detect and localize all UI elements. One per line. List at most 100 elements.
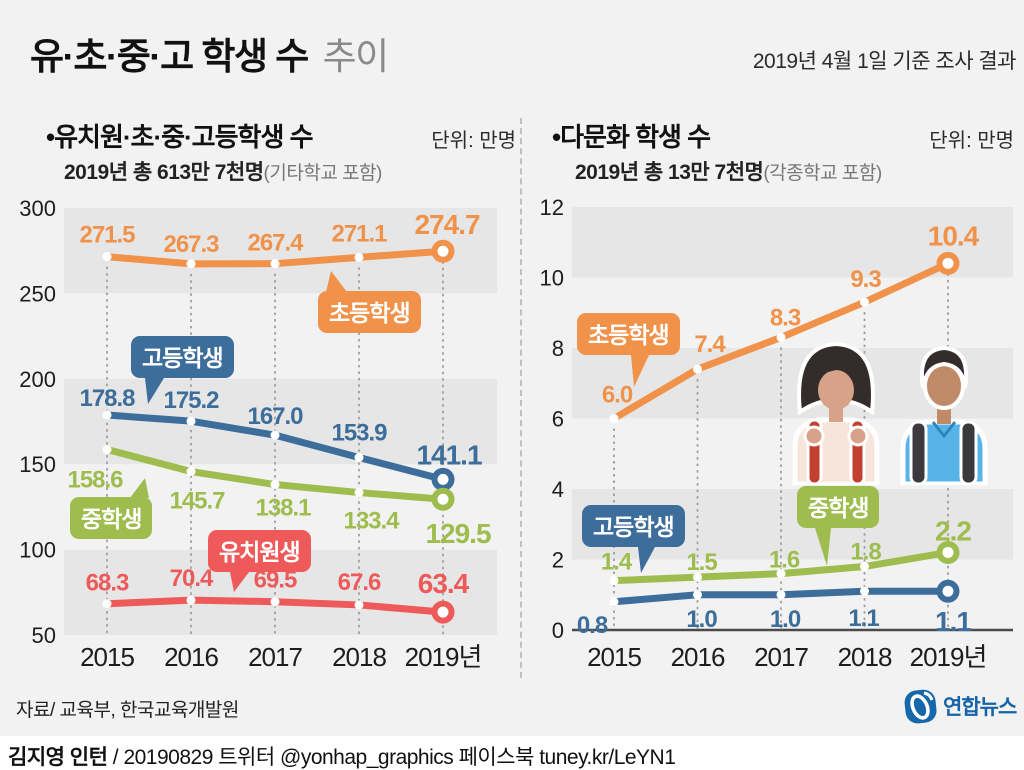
data-point-elementary (860, 297, 869, 307)
data-point-high-school (609, 597, 619, 607)
data-point-elementary-final (936, 251, 960, 275)
y-axis-tick-label: 10 (540, 266, 564, 291)
students-illustration (783, 338, 995, 490)
value-label-middle-school: 1.5 (686, 549, 717, 576)
left-total-paren: (기타학교 포함) (263, 163, 383, 184)
bubble-pointer (815, 528, 831, 566)
bullet-icon: • (552, 122, 561, 152)
yonhap-logo: 연합뉴스 (903, 688, 1017, 724)
series-label-bubble-elementary-left: 초등학생 (318, 271, 421, 333)
value-label-kindergarten: 68.3 (86, 570, 129, 597)
data-point-high-school (693, 590, 702, 600)
right-total-main: 2019년 총 13만 7천명 (575, 161, 764, 184)
credit-details: / 20190829 트위터 @yonhap_graphics 페이스북 tun… (107, 746, 676, 769)
data-point-middle-school-final (936, 540, 960, 564)
page-title: 유·초·중·고 학생 수 추이 (30, 26, 389, 80)
panel-divider (520, 118, 522, 678)
y-axis-tick-label: 4 (552, 477, 564, 502)
x-axis-tick-label: 2015 (80, 642, 134, 672)
data-point-high-school-final (936, 579, 960, 603)
y-axis-tick-label: 6 (552, 407, 564, 432)
x-axis-tick-label: 2016 (671, 642, 725, 672)
x-axis-tick-label: 2018 (838, 642, 892, 672)
data-point-elementary-final (431, 239, 455, 263)
value-label-middle-school: 1.8 (850, 539, 881, 566)
value-label-elementary: 7.4 (694, 331, 726, 358)
data-point-middle-school (776, 569, 786, 579)
value-label-high-school: 178.8 (79, 385, 135, 412)
value-label-elementary: 267.3 (163, 231, 219, 258)
data-point-high-school (186, 416, 196, 426)
right-total-note: 2019년 총 13만 7천명(각종학교 포함) (575, 156, 882, 186)
x-axis-tick-label: 2017 (754, 642, 808, 672)
left-unit-label: 단위: 만명 (431, 130, 516, 152)
data-point-kindergarten-final (431, 600, 455, 624)
x-axis-tick-label: 2017 (248, 642, 302, 672)
data-point-middle-school (609, 576, 619, 586)
data-point-elementary (186, 259, 196, 269)
y-axis-tick-label: 50 (32, 623, 56, 648)
data-point-high-school (860, 586, 869, 596)
bubble-pointer (631, 355, 649, 387)
credit-line: 김지영 인턴 / 20190829 트위터 @yonhap_graphics 페… (8, 741, 676, 770)
data-point-high-school (270, 430, 280, 440)
bubble-pointer (145, 378, 164, 404)
data-point-high-school-final (431, 467, 455, 491)
data-point-high-school (354, 453, 364, 463)
value-label-elementary: 274.7 (414, 209, 479, 240)
value-label-high-school: 0.8 (577, 612, 608, 639)
data-point-elementary (354, 252, 364, 262)
value-label-high-school: 1.0 (770, 606, 801, 633)
value-label-middle-school: 1.6 (769, 547, 800, 574)
girl-student-illustration (792, 341, 880, 487)
value-label-high-school: 153.9 (331, 420, 387, 447)
series-label-bubble-middleschool-left: 중학생 (70, 478, 153, 539)
data-point-kindergarten (102, 599, 112, 609)
value-label-middle-school: 133.4 (343, 508, 400, 535)
value-label-middle-school: 2.2 (935, 515, 971, 546)
series-label-bubble-middleschool-right: 중학생 (797, 486, 880, 566)
y-axis-tick-label: 150 (19, 452, 56, 477)
bullet-icon: • (46, 122, 55, 152)
data-point-middle-school-final (431, 487, 455, 511)
value-label-middle-school: 145.7 (169, 488, 225, 515)
series-label-bubble-elementary-right: 초등학생 (577, 313, 680, 387)
y-axis-tick-label: 250 (19, 281, 56, 306)
value-label-high-school: 141.1 (416, 439, 481, 470)
y-axis-tick-label: 0 (552, 618, 564, 643)
data-point-middle-school (693, 572, 702, 582)
value-label-high-school: 1.1 (935, 606, 971, 637)
value-label-elementary: 10.4 (928, 220, 980, 251)
survey-date-note: 2019년 4월 1일 기준 조사 결과 (752, 50, 1017, 73)
right-total-paren: (각종학교 포함) (763, 163, 882, 184)
left-total-note: 2019년 총 613만 7천명(기타학교 포함) (64, 156, 382, 186)
value-label-high-school: 167.0 (247, 403, 303, 430)
right-unit-label: 단위: 만명 (929, 130, 1014, 152)
value-label-middle-school: 158.6 (67, 467, 123, 494)
yonhap-logo-icon (904, 689, 937, 724)
data-point-kindergarten (186, 595, 196, 605)
series-label-bubble-kindergarten-left: 유치원생 (208, 530, 311, 592)
x-axis-tick-label: 2019년 (405, 642, 482, 672)
data-point-kindergarten (354, 600, 364, 610)
data-point-middle-school (270, 480, 280, 490)
data-point-high-school (102, 410, 112, 420)
data-point-kindergarten (270, 597, 280, 607)
x-axis-tick-label: 2016 (164, 642, 218, 672)
y-axis-tick-label: 300 (19, 196, 56, 221)
value-label-elementary: 8.3 (770, 304, 801, 331)
value-label-high-school: 1.1 (848, 605, 879, 632)
value-label-elementary: 6.0 (602, 382, 633, 409)
value-label-elementary: 271.5 (79, 222, 135, 249)
value-label-elementary: 9.3 (850, 266, 881, 293)
credit-author: 김지영 인턴 (8, 746, 108, 769)
value-label-elementary: 267.4 (247, 230, 304, 257)
y-axis-tick-label: 12 (540, 195, 564, 220)
y-axis-tick-label: 8 (552, 336, 564, 361)
data-point-elementary (609, 414, 619, 423)
bubble-pointer (130, 478, 149, 498)
title-main: 유·초·중·고 학생 수 (30, 36, 309, 77)
bubble-pointer (638, 547, 655, 573)
left-total-main: 2019년 총 613만 7천명 (64, 161, 264, 184)
